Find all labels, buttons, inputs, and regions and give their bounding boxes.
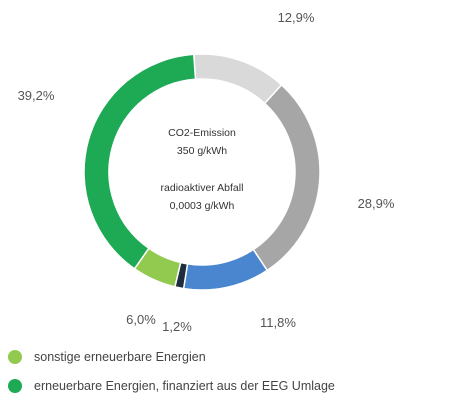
center-text-waste-value: 0,0003 g/kWh [170, 200, 235, 212]
donut-slice [182, 248, 269, 291]
slice-label: 39,2% [18, 88, 55, 103]
donut-slice [192, 53, 283, 105]
slice-labels: 12,9% 28,9% 11,8% 1,2% 6,0% 39,2% [18, 10, 395, 334]
donut-slices [83, 53, 321, 291]
center-text-waste-title: radioaktiver Abfall [161, 182, 244, 194]
legend-swatch [8, 350, 22, 364]
legend-label: sonstige erneuerbare Energien [34, 350, 206, 364]
legend-item-other-renewables: sonstige erneuerbare Energien [8, 346, 460, 368]
legend-item-eeg-renewables: erneuerbare Energien, finanziert aus der… [8, 375, 460, 397]
slice-label: 1,2% [162, 319, 192, 334]
center-text-co2-value: 350 g/kWh [177, 145, 227, 157]
legend-label: erneuerbare Energien, finanziert aus der… [34, 379, 335, 393]
legend: sonstige erneuerbare Energien erneuerbar… [8, 346, 460, 404]
slice-label: 28,9% [358, 196, 395, 211]
donut-slice [83, 53, 197, 270]
legend-swatch [8, 379, 22, 393]
slice-label: 6,0% [126, 312, 156, 327]
donut-slice [252, 83, 321, 272]
slice-label: 12,9% [278, 10, 315, 25]
center-text-co2-title: CO2-Emission [168, 127, 236, 139]
slice-label: 11,8% [260, 315, 296, 330]
